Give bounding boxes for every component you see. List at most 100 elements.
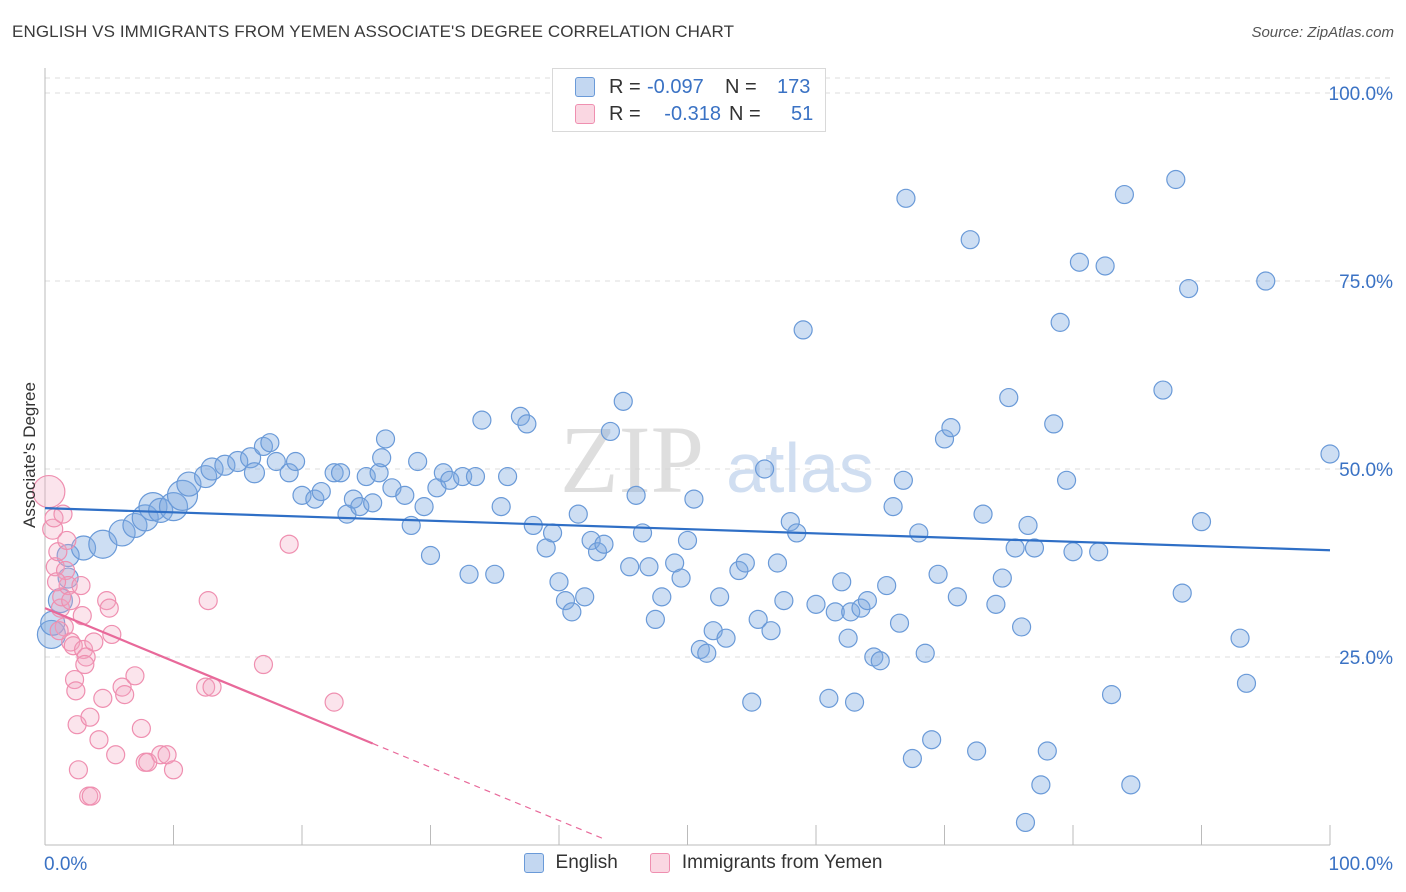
watermark-atlas: atlas: [726, 429, 874, 507]
english-point: [1015, 812, 1036, 833]
english-point: [414, 497, 434, 517]
english-point: [1063, 542, 1083, 562]
yemen-point: [196, 677, 216, 697]
english-point: [260, 433, 280, 453]
legend-item-yemen[interactable]: Immigrants from Yemen: [649, 852, 883, 874]
english-swatch: [575, 77, 595, 97]
english-point: [832, 572, 852, 592]
english-point: [420, 545, 441, 566]
english-points: [36, 169, 1340, 833]
yemen-point: [81, 786, 101, 806]
r-label: R =: [609, 102, 641, 125]
english-point: [587, 542, 608, 562]
english-point: [408, 451, 428, 472]
yemen-point: [68, 760, 89, 780]
english-point: [594, 534, 614, 554]
english-point: [1050, 312, 1070, 332]
english-point: [243, 462, 266, 484]
chart-title: ENGLISH VS IMMIGRANTS FROM YEMEN ASSOCIA…: [12, 22, 735, 41]
legend-label-english: English: [555, 852, 618, 873]
english-point: [279, 463, 299, 483]
x-tick-label: 100.0%: [1329, 854, 1394, 875]
english-point: [375, 429, 396, 449]
english-point: [857, 591, 878, 611]
english-point: [459, 564, 479, 584]
yemen-point: [115, 685, 135, 705]
english-point: [748, 609, 768, 630]
axes: [44, 68, 1331, 846]
yemen-swatch: [575, 104, 595, 124]
english-point: [841, 602, 861, 622]
english-point: [645, 609, 665, 630]
english-point: [639, 557, 659, 577]
english-point: [889, 613, 910, 633]
english-point: [57, 567, 79, 589]
english-point: [510, 406, 531, 426]
english-point: [960, 230, 980, 250]
yemen-points: [32, 474, 344, 806]
english-point: [671, 568, 691, 588]
yemen-point: [49, 621, 69, 641]
n-label: N =: [729, 102, 761, 125]
english-point: [844, 692, 865, 712]
english-point: [620, 557, 640, 577]
yemen-point: [93, 688, 113, 708]
y-tick-label: 75.0%: [1339, 272, 1393, 293]
english-point: [343, 489, 363, 509]
english-point: [1089, 542, 1109, 562]
r-label: R =: [609, 75, 641, 98]
english-point: [581, 530, 601, 551]
english-point: [652, 587, 672, 607]
english-point: [851, 598, 871, 618]
english-point: [1024, 538, 1045, 558]
english-point: [214, 454, 236, 476]
english-point: [568, 504, 588, 524]
english-point: [465, 466, 486, 487]
yemen-point: [71, 575, 91, 596]
english-point: [1044, 414, 1064, 434]
watermark-zip: ZIP: [560, 406, 704, 513]
y-tick-label: 100.0%: [1329, 84, 1394, 105]
english-point: [915, 643, 935, 663]
english-point: [1005, 538, 1025, 558]
y-tick-label: 25.0%: [1339, 648, 1393, 669]
yemen-point: [198, 591, 218, 611]
english-point: [372, 448, 392, 468]
correlation-legend: R = -0.097 N = 173 R = -0.318 N = 51: [552, 68, 826, 132]
english-point: [1101, 685, 1122, 705]
n-label: N =: [725, 75, 757, 98]
english-point: [684, 489, 704, 509]
english-point: [1114, 184, 1135, 205]
english-point: [735, 553, 755, 573]
english-point: [870, 651, 890, 671]
yemen-point: [112, 677, 132, 697]
english-point: [1031, 775, 1051, 795]
yemen-point: [46, 572, 67, 592]
english-point: [742, 692, 762, 712]
english-point: [227, 450, 249, 473]
trend-lines: [44, 507, 1331, 840]
english-point: [729, 560, 749, 581]
yemen-point: [106, 745, 126, 765]
english-point: [330, 463, 351, 483]
english-point: [472, 410, 492, 430]
english-point: [1179, 278, 1199, 299]
english-point: [1095, 256, 1115, 276]
english-point: [194, 464, 218, 489]
yemen-point: [80, 707, 100, 727]
english-point: [562, 602, 582, 622]
yemen-point: [253, 654, 274, 675]
legend-item-english[interactable]: English: [523, 852, 618, 874]
english-point: [947, 587, 967, 607]
yemen-point: [75, 654, 95, 675]
yemen-point: [45, 557, 65, 577]
english-point: [941, 418, 961, 438]
english-point: [1056, 470, 1077, 490]
english-point: [613, 391, 633, 411]
x-tick-label: 0.0%: [44, 854, 87, 875]
english-point: [1191, 512, 1212, 532]
english-point: [311, 481, 331, 502]
english-point: [1011, 617, 1032, 637]
english-point: [819, 688, 839, 708]
legend-label-yemen: Immigrants from Yemen: [681, 852, 883, 873]
